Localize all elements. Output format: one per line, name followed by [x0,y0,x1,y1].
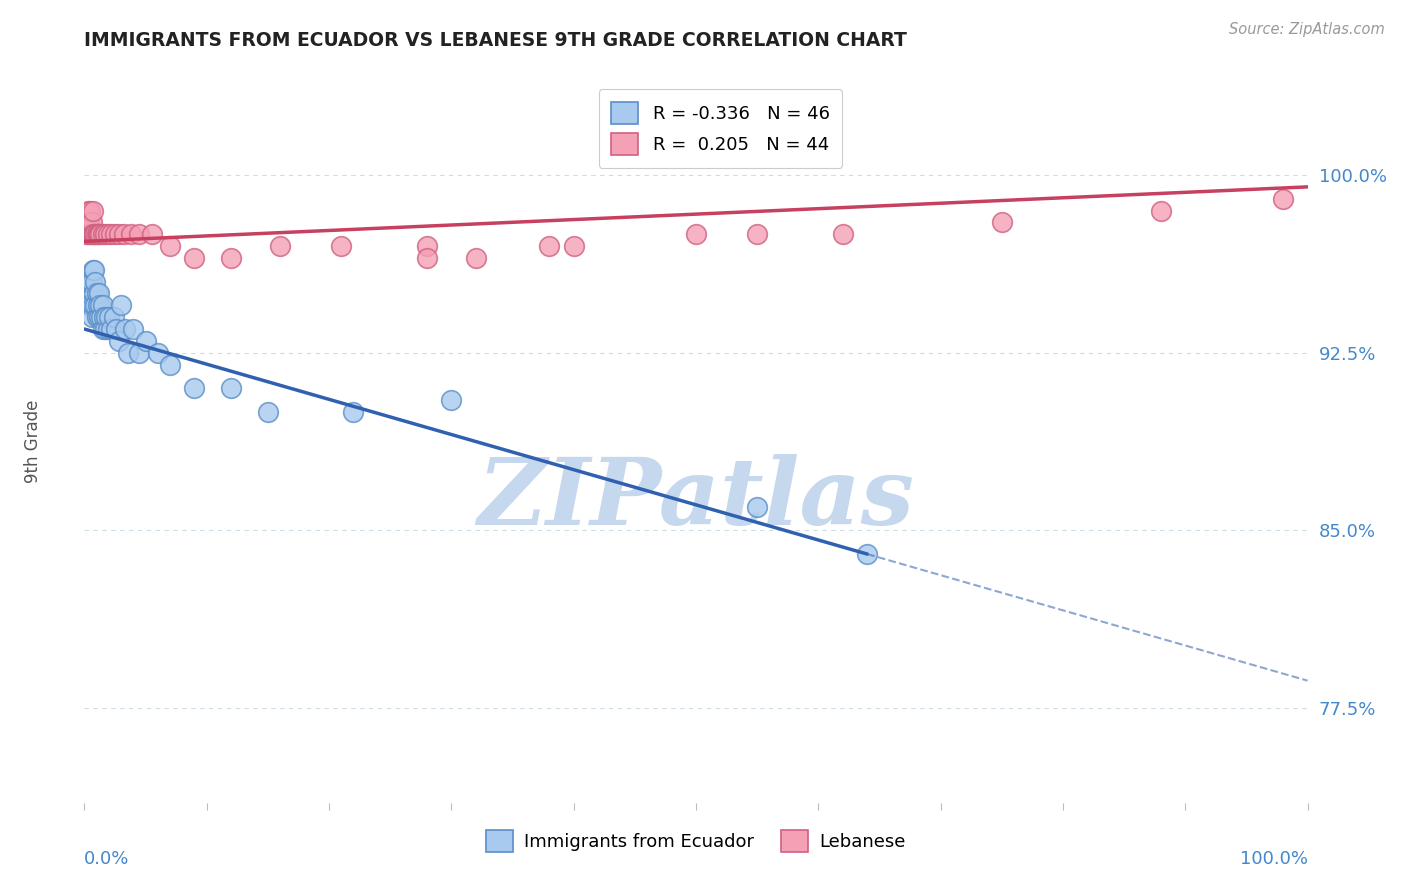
Point [117,345,139,359]
Point [90,310,112,325]
Point [75,227,97,242]
Point [330,239,353,253]
Point [747,227,769,242]
Point [122,322,145,336]
Point [91,298,114,312]
Point [80,215,103,229]
Point [183,381,205,395]
Point [83,286,105,301]
Point [84,275,107,289]
Point [77,203,100,218]
Point [76,275,98,289]
Point [82,298,104,312]
Text: IMMIGRANTS FROM ECUADOR VS LEBANESE 9TH GRADE CORRELATION CHART: IMMIGRANTS FROM ECUADOR VS LEBANESE 9TH … [84,31,907,50]
Text: 9th Grade: 9th Grade [24,400,42,483]
Point [86,227,108,242]
Point [80,310,103,325]
Point [82,227,104,242]
Point [97,322,120,336]
Point [440,393,463,408]
Point [416,239,439,253]
Point [159,239,181,253]
Text: 100.0%: 100.0% [1240,850,1308,868]
Point [114,322,136,336]
Point [1272,192,1295,206]
Point [77,227,100,242]
Point [77,298,100,312]
Point [87,310,110,325]
Point [219,251,242,265]
Point [110,298,132,312]
Point [84,227,107,242]
Point [112,227,135,242]
Point [141,227,163,242]
Point [105,322,128,336]
Point [87,227,110,242]
Point [103,310,125,325]
Point [80,227,103,242]
Point [100,322,122,336]
Point [159,358,181,372]
Point [100,227,122,242]
Point [79,203,101,218]
Point [82,203,104,218]
Point [77,227,100,242]
Point [538,239,561,253]
Point [269,239,291,253]
Point [91,322,114,336]
Point [87,286,110,301]
Point [79,275,101,289]
Point [991,215,1014,229]
Point [86,310,108,325]
Point [89,298,111,312]
Point [77,275,100,289]
Point [89,227,111,242]
Point [831,227,853,242]
Point [96,310,118,325]
Point [83,227,105,242]
Point [747,500,769,514]
Point [107,227,129,242]
Text: Source: ZipAtlas.com: Source: ZipAtlas.com [1229,22,1385,37]
Point [257,405,280,419]
Point [128,345,150,359]
Point [77,215,100,229]
Point [219,381,242,395]
Point [97,227,120,242]
Text: ZIPatlas: ZIPatlas [478,454,914,544]
Point [86,286,108,301]
Point [104,227,127,242]
Point [80,275,103,289]
Point [94,322,117,336]
Point [97,310,120,325]
Point [87,227,110,242]
Point [464,251,486,265]
Legend: Immigrants from Ecuador, Lebanese: Immigrants from Ecuador, Lebanese [479,822,912,859]
Point [107,334,129,348]
Point [342,405,364,419]
Point [128,227,150,242]
Point [120,227,142,242]
Point [856,547,879,561]
Point [416,251,439,265]
Point [87,298,110,312]
Point [84,298,107,312]
Point [685,227,707,242]
Point [183,251,205,265]
Point [83,262,105,277]
Point [79,227,101,242]
Text: 0.0%: 0.0% [84,850,129,868]
Point [135,334,157,348]
Point [91,227,114,242]
Point [1150,203,1173,218]
Point [76,215,98,229]
Point [82,262,104,277]
Point [79,298,101,312]
Point [94,227,117,242]
Point [93,310,115,325]
Point [562,239,585,253]
Point [146,345,169,359]
